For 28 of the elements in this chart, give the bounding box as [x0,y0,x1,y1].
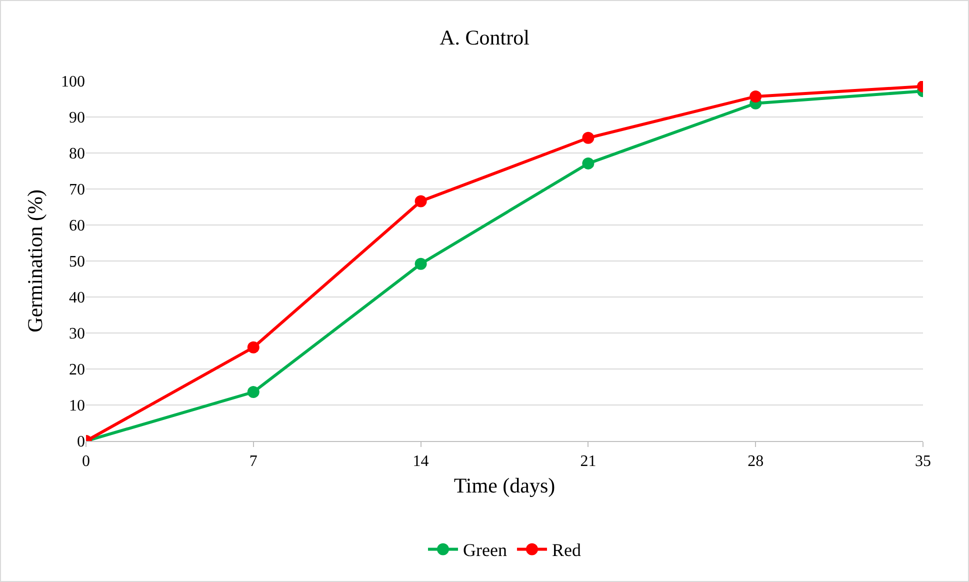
y-tick-label: 100 [61,74,85,91]
y-tick-label: 30 [69,326,85,343]
x-tick-label: 14 [412,453,429,470]
x-axis-title: Time (days) [454,473,556,498]
y-tick-label: 70 [69,182,85,199]
y-tick-label: 50 [69,254,85,271]
point [582,157,594,170]
y-axis-title: Germination (%) [23,190,48,332]
y-tick-label: 20 [69,362,85,379]
legend-label: Green [463,540,507,560]
x-tick-label: 7 [249,453,258,470]
y-tick-label: 60 [69,218,85,235]
y-tick-label: 40 [69,290,85,307]
legend-label: Red [552,540,581,560]
point [414,195,427,208]
point [582,132,594,144]
point [247,341,260,354]
x-tick-label: 35 [915,453,931,470]
chart-title: A. Control [440,26,530,50]
y-tick-label: 10 [69,398,85,415]
point [414,258,427,270]
y-tick-label: 90 [69,110,85,127]
x-tick-label: 28 [748,453,764,470]
y-tick-label: 80 [69,146,85,163]
x-tick-label: 21 [580,453,596,470]
point [247,386,260,398]
point [750,90,762,102]
y-tick-label: 0 [77,434,85,451]
